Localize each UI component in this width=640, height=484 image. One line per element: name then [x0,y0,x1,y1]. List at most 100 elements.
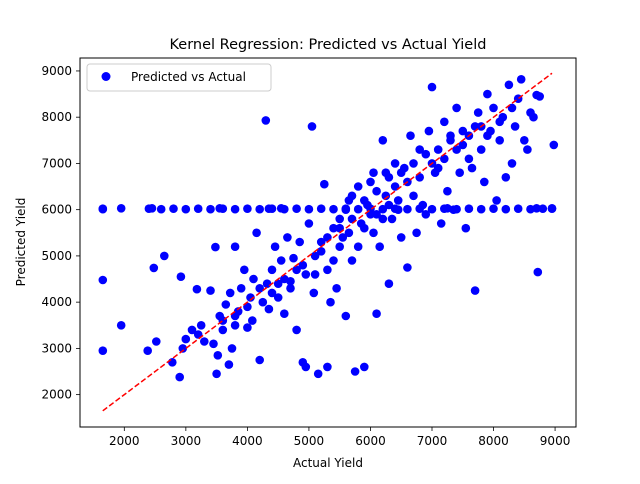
data-point [276,256,286,265]
data-point [393,196,403,205]
data-point [421,149,431,159]
y-axis-label: Predicted Yield [14,198,28,287]
data-point [116,204,126,213]
data-point [332,284,341,293]
data-point [535,92,544,101]
data-point [211,242,220,252]
data-point [476,204,486,214]
data-point [378,136,388,145]
data-point [243,323,252,332]
data-point [378,214,388,224]
data-point [495,117,505,127]
data-point [390,204,400,213]
data-point [249,274,258,284]
data-point [213,351,223,360]
data-point [196,321,206,330]
data-point [384,279,394,289]
legend-label: Predicted vs Actual [131,70,246,84]
data-point [406,131,415,140]
data-point [246,293,255,302]
data-point [412,228,421,238]
data-point [304,204,314,214]
data-point [387,214,397,224]
data-point [375,242,385,251]
data-point [415,204,425,213]
data-point [329,204,338,214]
data-point [489,103,498,113]
data-point [212,369,221,379]
data-point [292,265,301,275]
data-point [236,284,246,293]
data-point [341,311,351,321]
data-point [98,346,108,356]
data-point [98,275,108,285]
data-point [206,204,215,214]
data-point [273,279,283,289]
y-tick-label: 7000 [41,156,72,170]
data-point [156,204,166,214]
data-point [529,112,538,122]
data-point [360,362,369,372]
data-point [292,204,301,213]
data-point [403,204,412,214]
data-point [341,204,351,213]
data-point [310,270,320,279]
data-point [427,82,437,92]
data-point [304,219,314,228]
data-point [218,325,228,335]
data-point [520,136,529,145]
data-point [372,309,381,319]
chart-title: Kernel Regression: Predicted vs Actual Y… [170,37,487,53]
legend: Predicted vs Actual [86,63,272,92]
x-axis-ticks: 2000 3000 4000 5000 6000 7000 8000 9000 [109,427,570,448]
data-point [452,145,461,154]
reference-line-layer [102,72,553,412]
data-point [230,204,240,214]
data-point [329,223,338,233]
data-point [178,344,188,353]
data-point [409,159,418,168]
data-point [175,372,184,382]
data-point [258,297,268,307]
data-point [424,126,434,136]
data-point [261,116,271,125]
reference-line [102,72,553,412]
data-point [267,288,277,298]
data-point [360,196,369,205]
y-tick-label: 4000 [41,295,72,309]
legend-frame [86,63,272,92]
data-point [289,253,298,263]
data-point [224,360,234,369]
data-point [473,108,483,117]
x-tick-label: 6000 [355,434,386,448]
data-point [510,122,520,131]
data-point [323,362,332,372]
data-point [501,173,511,182]
data-point [452,204,461,214]
data-point [464,204,474,213]
data-point [255,284,264,293]
data-point [262,279,272,289]
data-point [149,263,159,273]
data-point [409,191,418,201]
y-axis-ticks: 2000 3000 4000 5000 6000 7000 8000 9000 [41,64,80,402]
data-point [369,168,378,177]
data-point [298,260,308,270]
data-point [396,233,406,242]
data-point [476,145,486,154]
data-point [144,204,154,213]
data-point [507,159,517,168]
data-point [301,270,311,279]
data-point [160,251,169,261]
data-point [280,274,289,284]
data-point [243,204,252,213]
data-point [360,223,369,233]
data-point [461,223,471,233]
data-point [193,204,203,213]
data-point [467,163,477,173]
data-point [513,204,523,213]
data-point [415,145,425,154]
data-point [495,136,505,145]
y-tick-label: 9000 [41,64,72,78]
